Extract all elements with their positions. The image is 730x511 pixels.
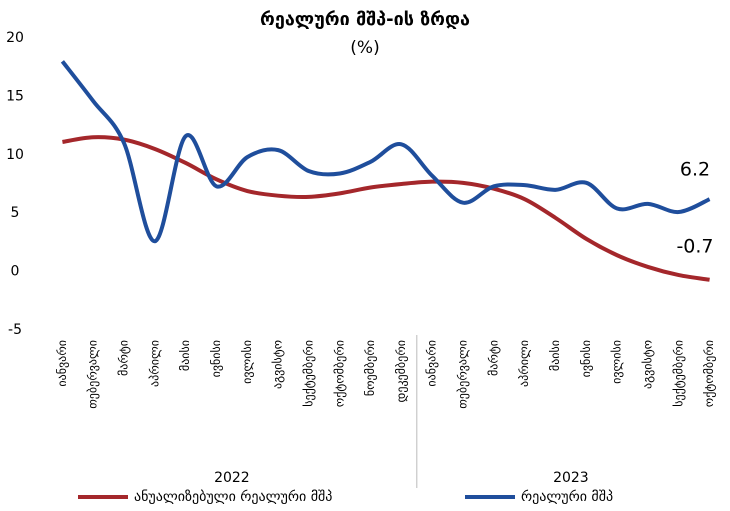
annotation: -0.7 <box>676 236 713 258</box>
chart-title: რეალური მშპ-ის ზრდა <box>260 9 470 30</box>
x-group-label: 2022 <box>214 470 250 486</box>
x-tick-label: სექტემბერი <box>301 340 315 407</box>
x-tick-label: ნოემბერი <box>363 340 377 396</box>
x-tick-label: მარტი <box>117 340 131 376</box>
x-tick-label: ივნისი <box>579 340 593 377</box>
x-tick-label: მაისი <box>548 340 562 371</box>
y-tick-label: 15 <box>6 88 24 104</box>
chart-subtitle: (%) <box>350 38 379 58</box>
x-tick-label: ოქტომბერი <box>332 340 346 407</box>
x-tick-label: იანვარი <box>55 340 69 387</box>
legend-label: ანუალიზებული რეალური მშპ <box>134 488 332 505</box>
y-tick-label: 10 <box>6 147 24 163</box>
x-tick-label: მაისი <box>178 340 192 371</box>
y-tick-label: 0 <box>11 264 20 280</box>
y-tick-label: 5 <box>11 205 20 221</box>
annotation: 6.2 <box>680 159 710 181</box>
x-tick-label: თებერვალი <box>86 340 100 409</box>
series-line <box>62 135 710 282</box>
x-tick-label: აგვისტო <box>271 340 285 389</box>
y-tick-label: -5 <box>8 322 22 338</box>
y-tick-label: 20 <box>6 30 24 46</box>
x-group-label: 2023 <box>553 470 589 486</box>
x-tick-label: დეკემბერი <box>394 340 408 402</box>
x-tick-label: თებერვალი <box>456 340 470 409</box>
x-tick-label: სექტემბერი <box>671 340 685 407</box>
x-tick-label: ივნისი <box>209 340 223 377</box>
x-tick-label: აპრილი <box>517 340 531 387</box>
x-tick-label: აპრილი <box>147 340 161 387</box>
x-tick-label: ივლისი <box>240 340 254 384</box>
x-tick-label: აგვისტო <box>640 340 654 389</box>
x-tick-label: ივლისი <box>610 340 624 384</box>
x-tick-label: ოქტომბერი <box>702 340 716 407</box>
x-tick-label: მარტი <box>486 340 500 376</box>
series-line <box>60 60 711 244</box>
legend-label: რეალური მშპ <box>521 488 613 505</box>
x-tick-label: იანვარი <box>425 340 439 387</box>
